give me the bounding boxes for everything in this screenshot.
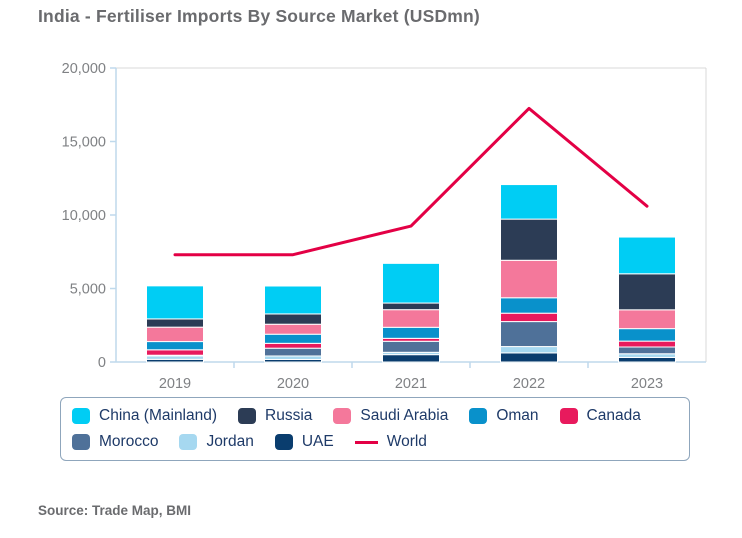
- legend-item-saudi-arabia: Saudi Arabia: [333, 403, 448, 429]
- fertiliser-imports-chart: 0 5,000 10,000 15,000 20,000 2019 2020 2021 2022…: [62, 61, 707, 392]
- x-tick-label: 2020: [277, 376, 309, 392]
- legend-label-jordan: Jordan: [206, 433, 254, 450]
- bar-segment-canada: [618, 340, 676, 348]
- legend-label-russia: Russia: [265, 407, 313, 424]
- legend-line-swatch-world: [354, 440, 378, 444]
- bar-segment-saudi-arabia: [618, 309, 676, 330]
- legend-swatch-canada: [559, 408, 578, 424]
- chart-legend: China (Mainland) Russia Saudi Arabia Oman Ca…: [60, 397, 690, 461]
- bar-segment-morocco: [264, 347, 322, 357]
- legend-item-russia: Russia: [238, 403, 312, 429]
- bar-segment-uae: [500, 352, 558, 363]
- x-tick-label: 2019: [159, 376, 191, 392]
- legend-swatch-jordan: [179, 434, 198, 450]
- bar-segment-jordan: [618, 353, 676, 358]
- bar-segment-canada: [146, 349, 204, 356]
- legend-label-oman: Oman: [496, 407, 539, 424]
- legend-item-oman: Oman: [469, 403, 539, 429]
- legend-label-canada: Canada: [586, 407, 641, 424]
- bar-segment-uae: [618, 356, 676, 363]
- legend-label-uae: UAE: [301, 433, 334, 450]
- world-line: [173, 106, 649, 257]
- bar-segment-morocco: [618, 346, 676, 355]
- bar-segment-saudi-arabia: [146, 326, 204, 343]
- legend-swatch-china-mainland: [72, 408, 90, 424]
- legend-swatch-russia: [238, 408, 257, 424]
- bar-segment-oman: [146, 341, 204, 351]
- bar-segment-oman: [382, 326, 440, 339]
- bar-segment-china-mainland: [618, 236, 676, 275]
- legend-item-morocco: Morocco: [72, 429, 158, 455]
- legend-label-morocco: Morocco: [99, 433, 159, 450]
- legend-swatch-oman: [469, 408, 488, 424]
- bar-segment-russia: [618, 273, 676, 311]
- bar-segment-uae: [382, 354, 440, 363]
- legend-swatch-uae: [274, 434, 293, 450]
- bar-segment-china-mainland: [146, 285, 204, 320]
- legend-label-world: World: [386, 433, 427, 450]
- legend-item-world: World: [354, 429, 427, 455]
- bar-segment-china-mainland: [500, 184, 558, 220]
- legend-swatch-saudi-arabia: [333, 408, 352, 424]
- bar-segment-saudi-arabia: [382, 309, 440, 328]
- bar-segment-morocco: [500, 321, 558, 348]
- source-note: Source: Trade Map, BMI: [38, 503, 192, 518]
- bar-segment-saudi-arabia: [264, 323, 322, 335]
- legend-swatch-morocco: [72, 434, 90, 450]
- bar-segment-saudi-arabia: [500, 259, 558, 299]
- bar-segment-morocco: [382, 340, 440, 353]
- y-tick-label: 10,000: [62, 208, 106, 224]
- bar-segment-jordan: [500, 346, 558, 354]
- bar-segment-oman: [618, 328, 676, 342]
- bar-segment-jordan: [146, 355, 204, 360]
- chart-title: India - Fertiliser Imports By Source Mar…: [38, 6, 480, 26]
- y-tick-label: 0: [98, 355, 106, 371]
- legend-item-china-mainland: China (Mainland): [72, 403, 217, 429]
- x-tick-label: 2021: [395, 376, 427, 392]
- bar-segment-canada: [500, 312, 558, 323]
- bar-segment-oman: [500, 297, 558, 314]
- legend-label-saudi-arabia: Saudi Arabia: [360, 407, 449, 424]
- legend-item-jordan: Jordan: [179, 429, 254, 455]
- legend-label-china-mainland: China (Mainland): [99, 407, 218, 424]
- bar-segment-china-mainland: [264, 285, 322, 315]
- legend-item-uae: UAE: [274, 429, 334, 455]
- bar-segment-china-mainland: [382, 262, 440, 304]
- bar-segment-russia: [146, 318, 204, 328]
- y-tick-label: 20,000: [62, 61, 106, 77]
- legend-item-canada: Canada: [559, 403, 641, 429]
- x-tick-label: 2023: [631, 376, 663, 392]
- bar-segment-oman: [264, 333, 322, 344]
- x-tick-label: 2022: [513, 376, 545, 392]
- y-tick-label: 5,000: [70, 282, 106, 298]
- bar-segment-russia: [382, 302, 440, 311]
- bar-segment-canada: [264, 342, 322, 349]
- y-tick-label: 15,000: [62, 135, 106, 151]
- bar-segment-jordan: [264, 355, 322, 361]
- bar-segment-russia: [264, 313, 322, 325]
- bar-segment-russia: [500, 218, 558, 261]
